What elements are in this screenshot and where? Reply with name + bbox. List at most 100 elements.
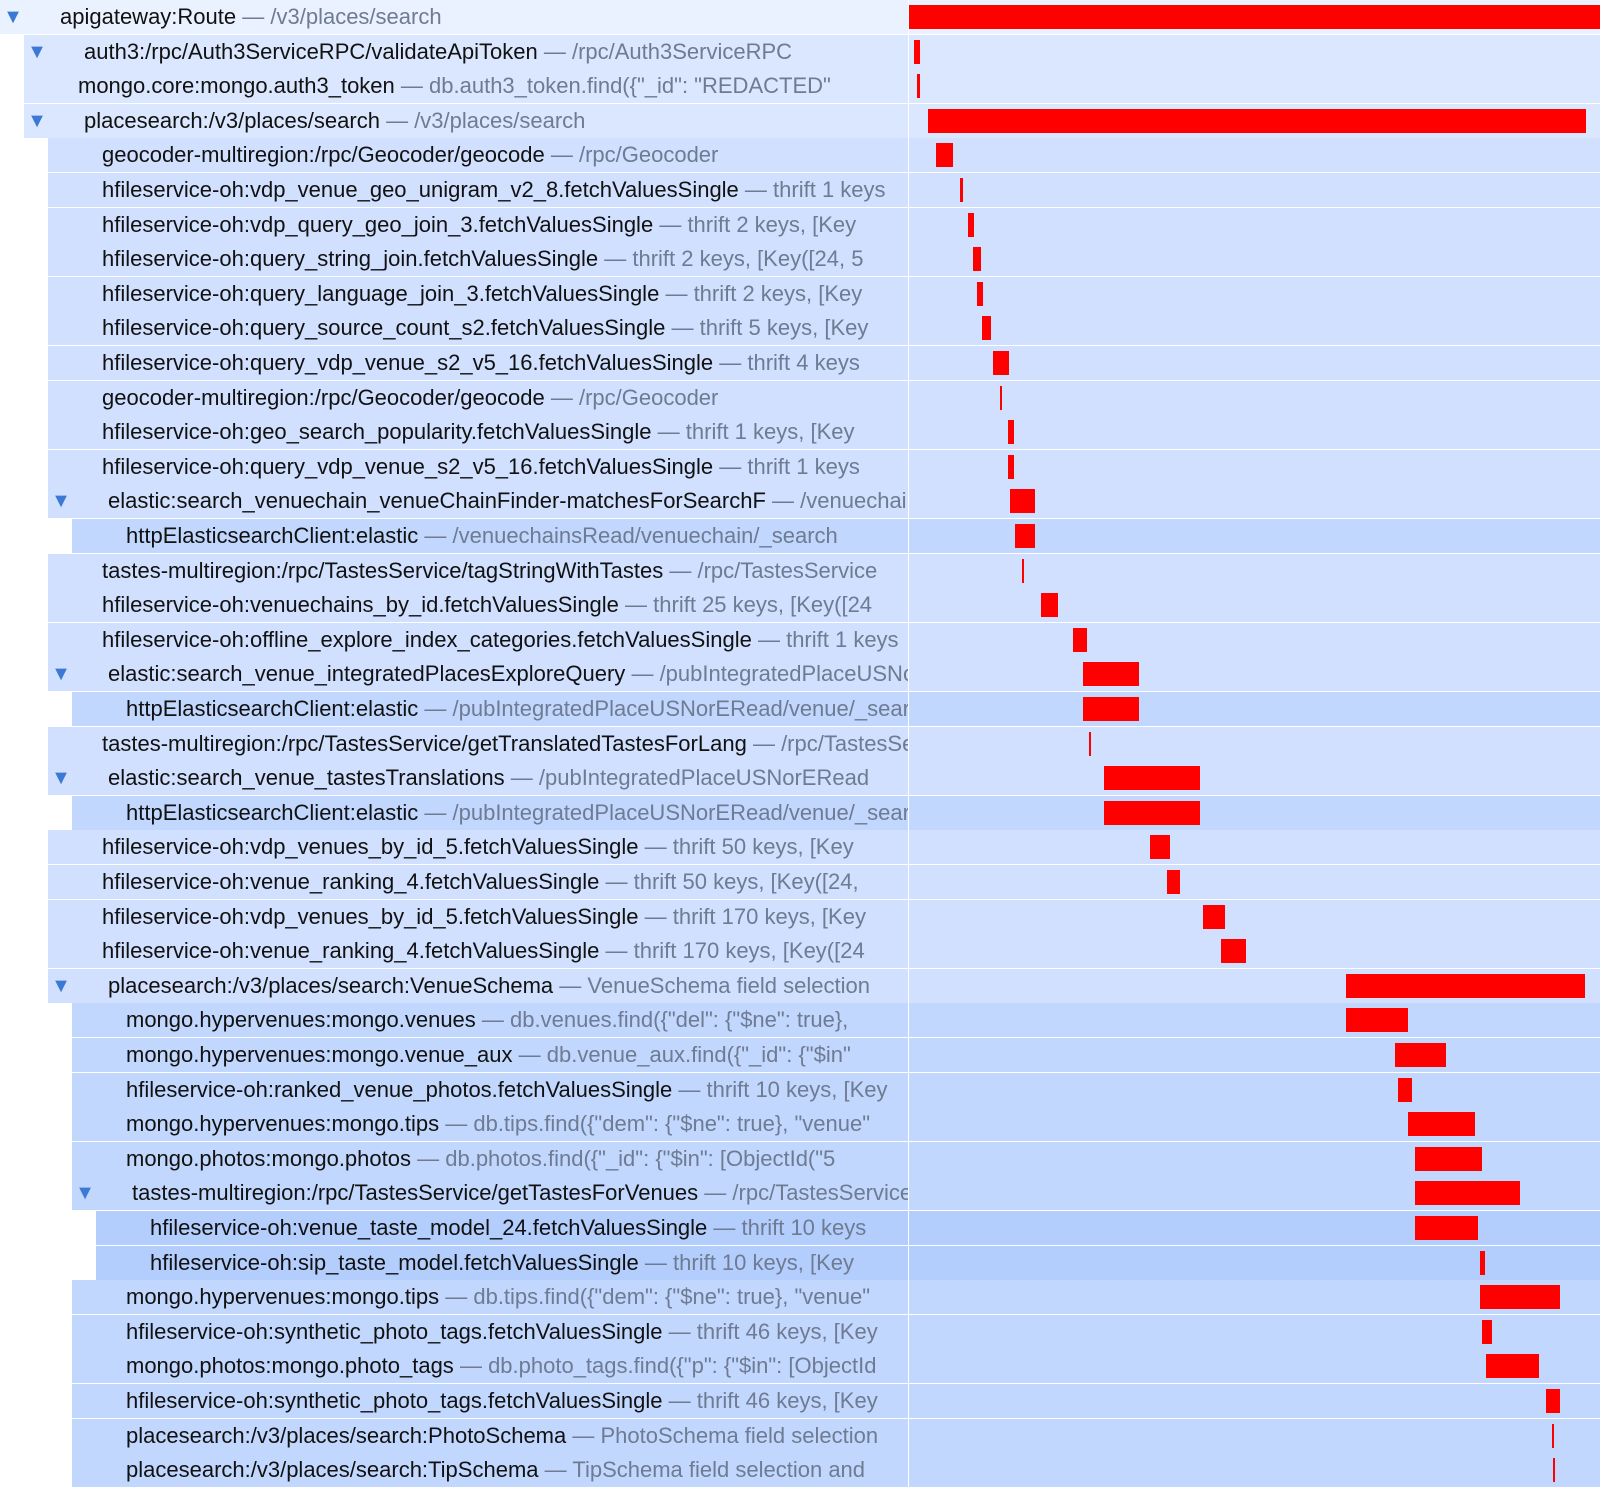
span-label[interactable]: hfileservice-oh:query_vdp_venue_s2_v5_16… — [102, 450, 908, 484]
span-duration-bar[interactable] — [992, 351, 1010, 375]
span-label[interactable]: mongo.hypervenues:mongo.tips — db.tips.f… — [126, 1280, 908, 1314]
span-label[interactable]: hfileservice-oh:venuechains_by_id.fetchV… — [102, 588, 908, 622]
trace-row[interactable]: ▼ placesearch:/v3/places/search:VenueSche… — [0, 968, 1600, 1003]
span-duration-bar[interactable] — [1089, 731, 1092, 756]
span-label[interactable]: httpElasticsearchClient:elastic — /pubIn… — [126, 692, 908, 726]
span-label[interactable]: hfileservice-oh:query_vdp_venue_s2_v5_16… — [102, 346, 908, 380]
trace-row[interactable]: geocoder-multiregion:/rpc/Geocoder/geoco… — [0, 380, 1600, 415]
span-label[interactable]: hfileservice-oh:query_language_join_3.fe… — [102, 277, 908, 311]
span-label[interactable]: placesearch:/v3/places/search:VenueSchem… — [108, 969, 908, 1003]
span-duration-bar[interactable] — [909, 5, 1600, 29]
trace-row[interactable]: hfileservice-oh:synthetic_photo_tags.fet… — [0, 1384, 1600, 1418]
collapse-toggle-icon[interactable]: ▼ — [51, 490, 71, 513]
collapse-toggle-icon[interactable]: ▼ — [3, 6, 23, 28]
trace-row[interactable]: ▼ apigateway:Route — /v3/places/search — [0, 0, 1600, 34]
span-label[interactable]: geocoder-multiregion:/rpc/Geocoder/geoco… — [102, 381, 908, 415]
trace-row[interactable]: placesearch:/v3/places/search:TipSchema … — [0, 1453, 1600, 1488]
span-duration-bar[interactable] — [977, 281, 984, 306]
span-label[interactable]: mongo.hypervenues:mongo.tips — db.tips.f… — [126, 1107, 908, 1141]
span-label[interactable]: elastic:search_venue_tastesTranslations … — [108, 761, 908, 795]
span-label[interactable]: hfileservice-oh:sip_taste_model.fetchVal… — [150, 1246, 908, 1280]
span-duration-bar[interactable] — [917, 74, 920, 99]
trace-row[interactable]: hfileservice-oh:sip_taste_model.fetchVal… — [0, 1245, 1600, 1280]
trace-row[interactable]: hfileservice-oh:query_string_join.fetchV… — [0, 242, 1600, 277]
span-label[interactable]: mongo.photos:mongo.photos — db.photos.fi… — [126, 1142, 908, 1176]
span-duration-bar[interactable] — [1397, 1077, 1412, 1102]
trace-row[interactable]: hfileservice-oh:query_source_count_s2.fe… — [0, 311, 1600, 346]
trace-row[interactable]: hfileservice-oh:synthetic_photo_tags.fet… — [0, 1314, 1600, 1349]
trace-row[interactable]: geocoder-multiregion:/rpc/Geocoder/geoco… — [0, 138, 1600, 173]
span-label[interactable]: hfileservice-oh:query_string_join.fetchV… — [102, 242, 908, 276]
collapse-toggle-icon[interactable]: ▼ — [51, 974, 71, 997]
collapse-toggle-icon[interactable]: ▼ — [27, 109, 47, 132]
pane-divider[interactable] — [908, 0, 909, 1490]
trace-row[interactable]: mongo.photos:mongo.photo_tags — db.photo… — [0, 1349, 1600, 1384]
span-label[interactable]: hfileservice-oh:synthetic_photo_tags.fet… — [126, 1384, 908, 1418]
trace-row[interactable]: mongo.hypervenues:mongo.tips — db.tips.f… — [0, 1107, 1600, 1142]
collapse-toggle-icon[interactable]: ▼ — [75, 1182, 95, 1205]
collapse-toggle-icon[interactable]: ▼ — [51, 663, 71, 686]
trace-row[interactable]: ▼ auth3:/rpc/Auth3ServiceRPC/validateApiT… — [0, 34, 1600, 69]
span-label[interactable]: hfileservice-oh:ranked_venue_photos.fetc… — [126, 1073, 908, 1107]
trace-row[interactable]: placesearch:/v3/places/search:PhotoSchem… — [0, 1418, 1600, 1453]
span-duration-bar[interactable] — [1104, 800, 1200, 825]
span-label[interactable]: hfileservice-oh:offline_explore_index_ca… — [102, 623, 908, 657]
trace-row[interactable]: mongo.hypervenues:mongo.venue_aux — db.v… — [0, 1038, 1600, 1072]
span-duration-bar[interactable] — [1014, 524, 1035, 548]
span-duration-bar[interactable] — [1479, 1250, 1485, 1275]
span-label[interactable]: httpElasticsearchClient:elastic — /venue… — [126, 519, 908, 553]
span-label[interactable]: mongo.hypervenues:mongo.venues — db.venu… — [126, 1003, 908, 1037]
span-duration-bar[interactable] — [1408, 1112, 1476, 1137]
span-duration-bar[interactable] — [1072, 627, 1087, 652]
trace-row[interactable]: httpElasticsearchClient:elastic — /venue… — [0, 519, 1600, 553]
span-duration-bar[interactable] — [1479, 1285, 1560, 1310]
span-label[interactable]: hfileservice-oh:vdp_query_geo_join_3.fet… — [102, 208, 908, 242]
span-label[interactable]: elastic:search_venuechain_venueChainFind… — [108, 484, 908, 518]
collapse-toggle-icon[interactable]: ▼ — [27, 40, 47, 63]
trace-row[interactable]: tastes-multiregion:/rpc/TastesService/ta… — [0, 553, 1600, 588]
span-label[interactable]: httpElasticsearchClient:elastic — /pubIn… — [126, 796, 908, 830]
span-duration-bar[interactable] — [1395, 1043, 1446, 1067]
span-duration-bar[interactable] — [999, 385, 1002, 410]
span-label[interactable]: placesearch:/v3/places/search — /v3/plac… — [84, 104, 908, 138]
span-label[interactable]: mongo.hypervenues:mongo.venue_aux — db.v… — [126, 1038, 908, 1072]
trace-row[interactable]: mongo.core:mongo.auth3_token — db.auth3_… — [0, 69, 1600, 104]
span-duration-bar[interactable] — [913, 39, 920, 64]
span-label[interactable]: hfileservice-oh:venue_ranking_4.fetchVal… — [102, 865, 908, 899]
trace-row[interactable]: ▼ placesearch:/v3/places/search — /v3/pla… — [0, 103, 1600, 138]
trace-row[interactable]: hfileservice-oh:venue_ranking_4.fetchVal… — [0, 865, 1600, 899]
span-label[interactable]: hfileservice-oh:vdp_venues_by_id_5.fetch… — [102, 900, 908, 934]
span-label[interactable]: mongo.core:mongo.auth3_token — db.auth3_… — [78, 69, 908, 103]
trace-row[interactable]: hfileservice-oh:vdp_venues_by_id_5.fetch… — [0, 830, 1600, 865]
span-label[interactable]: placesearch:/v3/places/search:PhotoSchem… — [126, 1419, 908, 1453]
span-duration-bar[interactable] — [1485, 1354, 1539, 1379]
span-label[interactable]: tastes-multiregion:/rpc/TastesService/ge… — [132, 1176, 908, 1210]
span-duration-bar[interactable] — [1007, 420, 1014, 445]
span-duration-bar[interactable] — [1346, 1008, 1408, 1033]
trace-row[interactable]: ▼ elastic:search_venue_integratedPlacesEx… — [0, 657, 1600, 692]
span-duration-bar[interactable] — [1166, 870, 1180, 894]
trace-row[interactable]: ▼ elastic:search_venuechain_venueChainFin… — [0, 484, 1600, 519]
trace-row[interactable]: hfileservice-oh:query_vdp_venue_s2_v5_16… — [0, 449, 1600, 484]
span-duration-bar[interactable] — [1104, 766, 1200, 791]
span-duration-bar[interactable] — [1150, 835, 1171, 860]
trace-row[interactable]: hfileservice-oh:offline_explore_index_ca… — [0, 622, 1600, 657]
span-duration-bar[interactable] — [927, 108, 1586, 133]
span-duration-bar[interactable] — [1022, 558, 1025, 583]
span-duration-bar[interactable] — [1010, 489, 1035, 514]
span-label[interactable]: hfileservice-oh:geo_search_popularity.fe… — [102, 415, 908, 449]
span-duration-bar[interactable] — [1346, 973, 1586, 998]
span-duration-bar[interactable] — [1552, 1458, 1556, 1483]
trace-row[interactable]: httpElasticsearchClient:elastic — /pubIn… — [0, 795, 1600, 830]
span-label[interactable]: hfileservice-oh:query_source_count_s2.fe… — [102, 311, 908, 345]
span-label[interactable]: tastes-multiregion:/rpc/TastesService/ge… — [102, 727, 908, 761]
trace-row[interactable]: tastes-multiregion:/rpc/TastesService/ge… — [0, 726, 1600, 761]
span-duration-bar[interactable] — [1415, 1146, 1483, 1171]
span-label[interactable]: placesearch:/v3/places/search:TipSchema … — [126, 1453, 908, 1487]
trace-row[interactable]: hfileservice-oh:vdp_query_geo_join_3.fet… — [0, 207, 1600, 242]
span-duration-bar[interactable] — [1545, 1389, 1560, 1413]
span-label[interactable]: apigateway:Route — /v3/places/search — [60, 0, 908, 34]
trace-row[interactable]: hfileservice-oh:venue_ranking_4.fetchVal… — [0, 934, 1600, 969]
trace-row[interactable]: hfileservice-oh:vdp_venue_geo_unigram_v2… — [0, 173, 1600, 207]
trace-row[interactable]: hfileservice-oh:geo_search_popularity.fe… — [0, 415, 1600, 450]
